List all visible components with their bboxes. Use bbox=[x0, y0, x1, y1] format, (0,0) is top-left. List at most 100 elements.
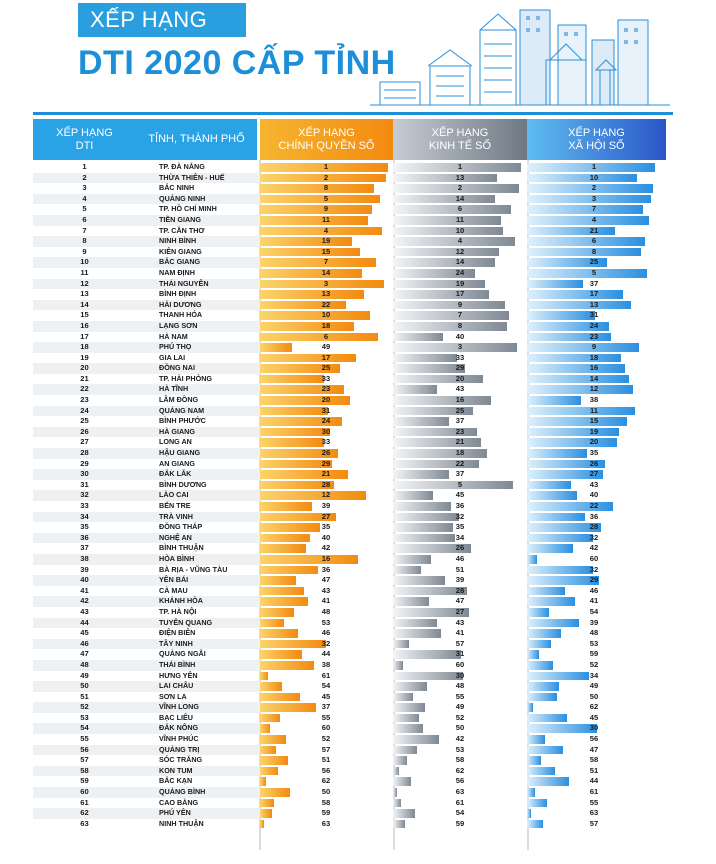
kinh-te-so-bar bbox=[393, 470, 449, 479]
table-row: 58 KON TUM 56 62 51 bbox=[33, 765, 673, 777]
kinh-te-so-bar bbox=[393, 406, 473, 416]
dti-rank: 8 bbox=[82, 236, 87, 246]
kinh-te-so-bar bbox=[393, 735, 439, 744]
kinh-te-so-rank-label: 22 bbox=[455, 458, 465, 468]
province-name: ĐIỆN BIÊN bbox=[159, 628, 196, 638]
chinh-quyen-so-bar bbox=[260, 215, 368, 225]
kinh-te-so-rank-label: 12 bbox=[455, 246, 465, 256]
xa-hoi-so-rank-label: 53 bbox=[589, 638, 599, 648]
xa-hoi-so-bar bbox=[527, 533, 593, 543]
table-row: 45 ĐIỆN BIÊN 46 41 48 bbox=[33, 628, 673, 639]
dti-rank: 57 bbox=[80, 755, 89, 765]
xa-hoi-so-bar bbox=[527, 692, 557, 702]
kinh-te-so-bar bbox=[393, 639, 409, 649]
table-row: 2 THỪA THIÊN - HUẾ 2 13 10 bbox=[33, 172, 673, 184]
kinh-te-so-rank-label: 2 bbox=[457, 183, 463, 193]
kinh-te-so-bar bbox=[393, 480, 513, 490]
kinh-te-so-bar bbox=[393, 682, 427, 691]
table-row: 26 HÀ GIANG 30 23 19 bbox=[33, 426, 673, 438]
header-kinh-te-so: XẾP HẠNG KINH TẾ SỐ bbox=[393, 119, 527, 160]
xa-hoi-so-rank-label: 10 bbox=[589, 172, 599, 182]
xa-hoi-so-rank-label: 27 bbox=[589, 469, 599, 479]
chinh-quyen-so-bar bbox=[260, 756, 288, 765]
xa-hoi-so-rank-label: 54 bbox=[589, 606, 599, 616]
kinh-te-so-rank-label: 53 bbox=[455, 744, 465, 754]
kinh-te-so-bar bbox=[393, 798, 401, 808]
kinh-te-so-bar bbox=[393, 565, 421, 575]
province-name: TRÀ VINH bbox=[159, 511, 193, 521]
kinh-te-so-bar bbox=[393, 417, 449, 426]
kinh-te-so-rank-label: 37 bbox=[455, 469, 465, 479]
table-row: 24 QUẢNG NAM 31 25 11 bbox=[33, 405, 673, 417]
province-name: TP. ĐÀ NẴNG bbox=[159, 162, 205, 171]
xa-hoi-so-rank-label: 62 bbox=[589, 702, 599, 712]
chinh-quyen-so-bar bbox=[260, 237, 352, 246]
province-name: THANH HÓA bbox=[159, 310, 203, 320]
xa-hoi-so-bar bbox=[527, 459, 605, 469]
dti-rank: 16 bbox=[80, 320, 89, 330]
province-name: ĐỒNG THÁP bbox=[159, 522, 203, 532]
chinh-quyen-so-bar bbox=[260, 607, 294, 617]
kinh-te-so-rank-label: 58 bbox=[455, 755, 465, 765]
kinh-te-so-rank-label: 45 bbox=[455, 490, 465, 500]
chinh-quyen-so-rank-label: 33 bbox=[321, 437, 331, 447]
xa-hoi-so-rank-label: 3 bbox=[591, 193, 597, 203]
dti-rank: 27 bbox=[80, 437, 89, 447]
xa-hoi-so-rank-label: 15 bbox=[589, 416, 599, 426]
chinh-quyen-so-rank-label: 28 bbox=[321, 479, 331, 489]
ranking-table: 1 TP. ĐÀ NẴNG 1 1 1 2 THỪA THIÊN - HUẾ 2 13 10 3 BẮ… bbox=[33, 162, 673, 829]
table-row: 13 BÌNH ĐỊNH 13 17 17 bbox=[33, 289, 673, 300]
xa-hoi-so-rank-label: 63 bbox=[589, 808, 599, 818]
chinh-quyen-so-rank-label: 24 bbox=[321, 416, 331, 426]
kinh-te-so-bar bbox=[393, 703, 425, 712]
chinh-quyen-so-bar bbox=[260, 576, 296, 585]
chinh-quyen-so-rank-label: 32 bbox=[321, 638, 331, 648]
province-name: NINH THUẬN bbox=[159, 818, 204, 828]
kinh-te-so-bar bbox=[393, 533, 455, 543]
xa-hoi-so-bar bbox=[527, 215, 649, 225]
chinh-quyen-so-rank-label: 44 bbox=[321, 649, 331, 659]
xa-hoi-so-bar bbox=[527, 809, 531, 818]
kinh-te-so-rank-label: 39 bbox=[455, 575, 465, 585]
xa-hoi-so-rank-label: 24 bbox=[589, 320, 599, 330]
xa-hoi-so-rank-label: 9 bbox=[591, 342, 597, 352]
province-name: NAM ĐỊNH bbox=[159, 267, 195, 277]
xa-hoi-so-rank-label: 59 bbox=[589, 649, 599, 659]
province-name: TUYÊN QUANG bbox=[159, 617, 213, 627]
table-row: 52 VĨNH LONG 37 49 62 bbox=[33, 702, 673, 713]
xa-hoi-so-rank-label: 41 bbox=[589, 596, 599, 606]
table-row: 55 VĨNH PHÚC 52 42 56 bbox=[33, 734, 673, 745]
xa-hoi-so-bar bbox=[527, 343, 639, 352]
xa-hoi-so-rank-label: 40 bbox=[589, 490, 599, 500]
chinh-quyen-so-bar bbox=[260, 682, 282, 691]
kinh-te-so-rank-label: 63 bbox=[455, 787, 465, 797]
table-row: 60 QUẢNG BÌNH 50 63 61 bbox=[33, 787, 673, 798]
province-name: TP. HẢI PHÒNG bbox=[159, 373, 212, 383]
dti-rank: 58 bbox=[80, 765, 89, 775]
kinh-te-so-rank-label: 59 bbox=[455, 818, 465, 828]
xa-hoi-so-bar bbox=[527, 512, 585, 522]
chinh-quyen-so-bar bbox=[260, 554, 358, 564]
chinh-quyen-so-rank-label: 60 bbox=[321, 723, 331, 733]
xa-hoi-so-rank-label: 44 bbox=[589, 776, 599, 786]
xa-hoi-so-bar bbox=[527, 745, 563, 755]
chinh-quyen-so-rank-label: 59 bbox=[321, 808, 331, 818]
chinh-quyen-so-bar bbox=[260, 735, 286, 744]
table-row: 31 BÌNH DƯƠNG 28 5 43 bbox=[33, 480, 673, 491]
xa-hoi-so-bar bbox=[527, 237, 645, 246]
xa-hoi-so-bar bbox=[527, 713, 567, 723]
xa-hoi-so-bar bbox=[527, 427, 619, 437]
province-name: SƠN LA bbox=[159, 691, 187, 701]
chinh-quyen-so-rank-label: 57 bbox=[321, 744, 331, 754]
chinh-quyen-so-rank-label: 48 bbox=[321, 606, 331, 616]
xa-hoi-so-rank-label: 48 bbox=[589, 628, 599, 638]
table-row: 11 NAM ĐỊNH 14 24 5 bbox=[33, 268, 673, 279]
province-name: PHÚ THỌ bbox=[159, 342, 192, 352]
dti-rank: 63 bbox=[80, 818, 89, 828]
kinh-te-so-bar bbox=[393, 777, 411, 787]
xa-hoi-so-bar bbox=[527, 385, 633, 395]
kinh-te-so-bar bbox=[393, 184, 519, 193]
kinh-te-so-rank-label: 47 bbox=[455, 596, 465, 606]
xa-hoi-so-rank-label: 32 bbox=[589, 564, 599, 574]
xa-hoi-so-rank-label: 50 bbox=[589, 691, 599, 701]
